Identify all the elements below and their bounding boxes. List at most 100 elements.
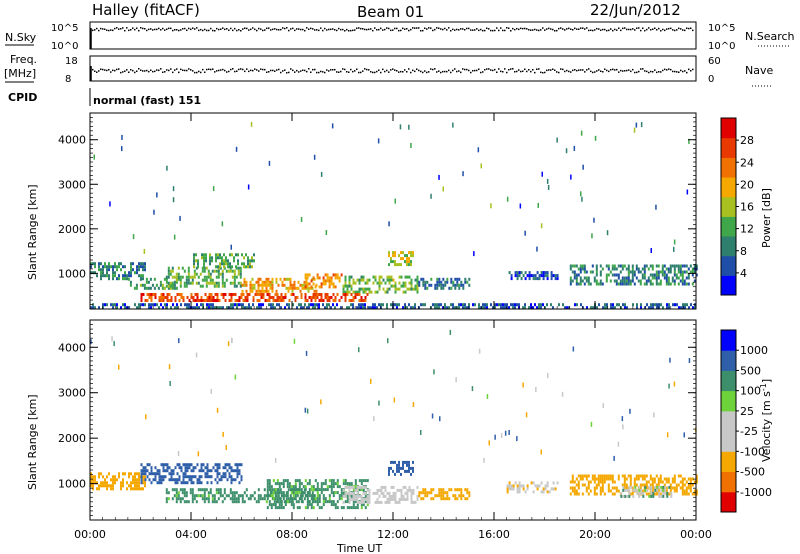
heatmap-cell (268, 485, 271, 489)
heatmap-cell (222, 472, 225, 476)
heatmap-cell (147, 280, 150, 284)
heatmap-cell (613, 492, 616, 496)
heatmap-cell (201, 494, 204, 498)
heatmap-cell (249, 497, 252, 501)
heatmap-cell (100, 271, 102, 275)
heatmap-cell (654, 488, 657, 492)
heatmap-cell (695, 273, 698, 277)
freq-point (646, 70, 648, 73)
heatmap-cell (104, 481, 106, 485)
heatmap-cell (665, 480, 668, 484)
heatmap-cell (187, 272, 190, 276)
heatmap-cell (130, 274, 132, 278)
freq-point (208, 68, 210, 70)
heatmap-cell (226, 478, 229, 482)
heatmap-cell (206, 469, 209, 473)
heatmap-cell (627, 273, 630, 277)
heatmap-cell (530, 481, 533, 485)
heatmap-cell (94, 478, 96, 482)
heatmap-cell (316, 488, 319, 492)
heatmap-cell (394, 284, 397, 288)
heatmap-cell (271, 283, 274, 287)
scatter-cell (388, 221, 390, 227)
heatmap-cell (552, 487, 555, 491)
freq-point (102, 68, 104, 71)
freq-point (536, 68, 538, 70)
nsky-point (506, 27, 508, 29)
heatmap-cell (260, 306, 262, 310)
heatmap-cell (277, 283, 280, 287)
heatmap-cell (233, 494, 236, 498)
heatmap-cell (269, 280, 272, 284)
heatmap-cell (410, 306, 412, 310)
heatmap-cell (225, 269, 228, 273)
heatmap-cell (104, 484, 106, 488)
heatmap-cell (424, 491, 427, 495)
heatmap-cell (261, 286, 264, 290)
heatmap-cell (446, 280, 449, 284)
svg-text:Velocity [m s-1]: Velocity [m s-1] (759, 379, 774, 462)
heatmap-cell (681, 282, 684, 286)
heatmap-cell (629, 480, 632, 484)
heatmap-cell (312, 296, 315, 299)
heatmap-cell (661, 480, 664, 484)
heatmap-cell (679, 270, 682, 274)
heatmap-cell (542, 303, 544, 307)
heatmap-cell (175, 500, 178, 504)
heatmap-cell (518, 490, 521, 494)
freq-point (488, 68, 490, 70)
freq-point (162, 71, 164, 73)
heatmap-cell (514, 481, 517, 485)
nsky-point (688, 27, 690, 30)
freq-point (546, 69, 548, 72)
heatmap-cell (238, 303, 240, 307)
freq-point (216, 70, 218, 72)
heatmap-cell (667, 477, 670, 481)
heatmap-cell (416, 287, 419, 291)
heatmap-cell (210, 306, 212, 310)
heatmap-cell (494, 306, 496, 310)
heatmap-cell (252, 296, 255, 299)
heatmap-cell (442, 283, 445, 287)
heatmap-cell (326, 276, 329, 280)
heatmap-cell (468, 491, 471, 495)
heatmap-cell (408, 303, 410, 307)
heatmap-cell (209, 275, 212, 279)
heatmap-cell (332, 273, 335, 277)
nsky-point (296, 28, 298, 30)
heatmap-cell (90, 475, 92, 479)
heatmap-cell (271, 286, 274, 290)
nsky-point (678, 27, 680, 30)
heatmap-cell (693, 489, 696, 493)
freq-point (174, 69, 176, 71)
heatmap-cell (232, 293, 235, 296)
heatmap-cell (388, 275, 391, 279)
nsky-point (210, 27, 212, 30)
heatmap-cell (646, 303, 648, 307)
heatmap-cell (524, 490, 527, 494)
heatmap-cell (206, 463, 209, 467)
heatmap-cell (148, 478, 151, 482)
heatmap-cell (270, 491, 273, 495)
heatmap-cell (516, 274, 519, 278)
heatmap-cell (161, 286, 164, 290)
heatmap-cell (384, 494, 387, 498)
velocity-colorbar-label: Velocity [m s-1] (759, 379, 774, 462)
heatmap-cell (566, 306, 568, 310)
heatmap-cell (514, 271, 517, 275)
nsky-point (584, 28, 586, 30)
heatmap-cell (372, 303, 374, 307)
heatmap-cell (684, 303, 686, 307)
heatmap-cell (675, 264, 678, 268)
heatmap-cell (112, 475, 114, 479)
heatmap-cell (300, 482, 303, 486)
freq-point (678, 71, 680, 73)
heatmap-cell (350, 303, 352, 307)
heatmap-cell (284, 306, 286, 310)
nsky-point (432, 29, 434, 32)
heatmap-cell (408, 257, 410, 261)
heatmap-cell (645, 474, 648, 478)
freq-point (392, 68, 394, 70)
freq-point (628, 69, 630, 71)
heatmap-cell (148, 463, 151, 467)
